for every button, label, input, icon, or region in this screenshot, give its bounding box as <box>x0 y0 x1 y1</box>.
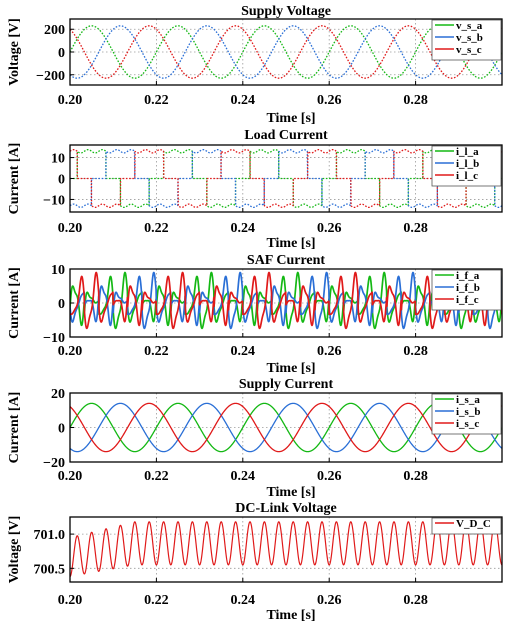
y-axis-label: Current [A] <box>7 143 22 215</box>
legend: i_f_ai_f_bi_f_c <box>431 269 502 311</box>
legend-label: i_l_c <box>456 170 478 182</box>
legend: i_s_ai_s_bi_s_c <box>431 393 502 435</box>
y-axis-label: Voltage [V] <box>7 516 22 584</box>
x-tick-label: 0.24 <box>231 221 256 236</box>
series-line-i_s_c <box>70 402 502 453</box>
series-group <box>70 521 502 578</box>
y-tick-label: 10 <box>51 152 65 167</box>
series-group <box>70 402 502 453</box>
x-tick-label: 0.22 <box>144 221 169 236</box>
series-line-i_s_b <box>70 402 502 453</box>
y-axis-label: Current [A] <box>7 267 22 339</box>
legend: V_D_C <box>431 517 502 535</box>
legend: v_s_av_s_bv_s_c <box>431 19 502 61</box>
legend-label: V_D_C <box>456 518 491 530</box>
series-line-i_f_c <box>70 271 502 330</box>
x-tick-label: 0.22 <box>144 469 169 484</box>
legend-label: v_s_a <box>456 20 483 32</box>
series-group <box>70 25 502 79</box>
y-tick-label: −200 <box>36 69 65 84</box>
chart-title: Supply Current <box>239 377 334 392</box>
y-tick-label: 0 <box>58 46 65 61</box>
x-tick-label: 0.20 <box>58 469 83 484</box>
series-line-v_s_a <box>70 25 502 79</box>
y-axis-label: Voltage [V] <box>7 18 22 86</box>
series-line-V_D_C <box>70 521 502 578</box>
x-tick-label: 0.28 <box>403 93 428 108</box>
x-tick-label: 0.26 <box>317 469 342 484</box>
y-tick-label: 0 <box>58 422 65 437</box>
legend-label: i_f_a <box>456 270 480 282</box>
x-tick-label: 0.26 <box>317 593 342 608</box>
series-line-i_l_c <box>70 149 502 208</box>
legend-label: i_f_b <box>456 282 480 294</box>
x-tick-label: 0.28 <box>403 469 428 484</box>
x-tick-label: 0.20 <box>58 221 83 236</box>
x-axis-label: Time [s] <box>266 361 315 376</box>
y-tick-label: 701.0 <box>34 528 66 543</box>
x-tick-label: 0.28 <box>403 221 428 236</box>
x-tick-label: 0.24 <box>231 93 256 108</box>
series-group <box>70 149 502 208</box>
legend-label: i_l_b <box>456 158 479 170</box>
y-tick-label: 200 <box>44 23 65 38</box>
x-tick-label: 0.22 <box>144 593 169 608</box>
x-tick-label: 0.26 <box>317 344 342 359</box>
legend-box <box>431 269 502 311</box>
x-tick-label: 0.28 <box>403 593 428 608</box>
y-tick-label: 700.5 <box>34 562 66 577</box>
legend-label: i_f_c <box>456 294 479 306</box>
series-line-v_s_c <box>70 25 502 79</box>
plot-frame <box>69 516 503 583</box>
x-tick-label: 0.28 <box>403 344 428 359</box>
y-tick-label: 20 <box>51 387 65 402</box>
x-axis-label: Time [s] <box>266 485 315 500</box>
legend-label: i_s_c <box>456 418 479 430</box>
legend-label: i_s_b <box>456 406 480 418</box>
x-tick-label: 0.24 <box>231 469 256 484</box>
x-tick-label: 0.26 <box>317 93 342 108</box>
chart-panel-4: Supply Current 0.20 0.22 0.24 0.26 0.28 Time [… <box>7 377 503 500</box>
legend-label: i_s_a <box>456 394 480 406</box>
legend-box <box>431 145 502 187</box>
x-axis-label: Time [s] <box>266 608 315 623</box>
chart-panel-1: Supply Voltage 0.20 0.22 0.24 0.26 0.28 Time [… <box>7 4 503 126</box>
y-tick-label: 0 <box>58 297 65 312</box>
x-tick-label: 0.20 <box>58 93 83 108</box>
series-group <box>70 271 502 330</box>
legend-box <box>431 517 502 535</box>
chart-title: SAF Current <box>247 253 326 268</box>
y-tick-label: −10 <box>43 331 65 346</box>
chart-title: Supply Voltage <box>241 4 331 19</box>
chart-panel-5: DC-Link Voltage 0.20 0.22 0.24 0.26 0.28 Time … <box>7 501 503 623</box>
x-tick-label: 0.20 <box>58 593 83 608</box>
legend-label: i_l_a <box>456 146 479 158</box>
x-tick-label: 0.26 <box>317 221 342 236</box>
y-tick-label: 10 <box>51 263 65 278</box>
y-tick-label: −20 <box>43 456 65 471</box>
legend-label: v_s_b <box>456 32 483 44</box>
legend-box <box>431 393 502 435</box>
y-axis-label: Current [A] <box>7 392 22 464</box>
legend-box <box>431 19 502 61</box>
chart-panel-2: Load Current 0.20 0.22 0.24 0.26 0.28 Time [s]… <box>7 128 503 251</box>
x-tick-label: 0.24 <box>231 593 256 608</box>
x-axis-label: Time [s] <box>266 236 315 251</box>
legend-label: v_s_c <box>456 44 482 56</box>
x-tick-label: 0.22 <box>144 344 169 359</box>
legend: i_l_ai_l_bi_l_c <box>431 145 502 187</box>
series-line-i_l_b <box>70 149 502 208</box>
chart-title: Load Current <box>244 128 328 143</box>
series-line-i_s_a <box>70 402 502 453</box>
x-tick-label: 0.24 <box>231 344 256 359</box>
x-tick-label: 0.22 <box>144 93 169 108</box>
x-axis-label: Time [s] <box>266 111 315 126</box>
y-tick-label: 0 <box>58 173 65 188</box>
x-tick-label: 0.20 <box>58 344 83 359</box>
y-tick-label: −10 <box>43 193 65 208</box>
chart-title: DC-Link Voltage <box>235 501 337 516</box>
grid <box>70 517 502 582</box>
chart-panel-3: SAF Current 0.20 0.22 0.24 0.26 0.28 Time [s] 1… <box>7 253 503 376</box>
